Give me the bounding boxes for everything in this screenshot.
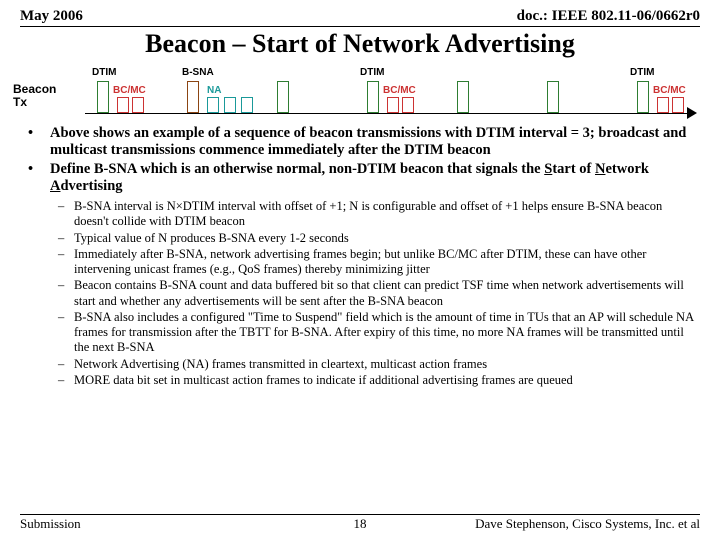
sub-1: –B-SNA interval is N×DTIM interval with … [58,199,700,230]
sub-5: –B-SNA also includes a configured "Time … [58,310,700,356]
na3-box [241,97,253,113]
dtim2-label: DTIM [360,67,384,78]
bcmc2-label: BC/MC [383,85,416,96]
footer-center: 18 [20,516,700,532]
bsna-box [187,81,199,113]
sub-7-text: MORE data bit set in multicast action fr… [74,373,573,388]
bcmc3b-box [672,97,684,113]
bcmc3-label: BC/MC [653,85,686,96]
timeline-axis [85,113,695,114]
nondtim1-box [277,81,289,113]
sub-4: –Beacon contains B-SNA count and data bu… [58,278,700,309]
dtim2-box [367,81,379,113]
bcmc2-box [387,97,399,113]
sub-2-text: Typical value of N produces B-SNA every … [74,231,349,246]
dtim1-label: DTIM [92,67,116,78]
na1-box [207,97,219,113]
sub-5-text: B-SNA also includes a configured "Time t… [74,310,700,356]
dtim3-label: DTIM [630,67,654,78]
main-bullets: • Above shows an example of a sequence o… [28,125,700,195]
dash-icon: – [58,278,74,309]
dash-icon: – [58,310,74,356]
bullet-2-text: Define B-SNA which is an otherwise norma… [50,161,700,195]
dash-icon: – [58,373,74,388]
header-row: May 2006 doc.: IEEE 802.11-06/0662r0 [20,8,700,27]
dtim3-box [637,81,649,113]
sub-2: –Typical value of N produces B-SNA every… [58,231,700,246]
na2-box [224,97,236,113]
nondtim2-box [457,81,469,113]
bullet-1: • Above shows an example of a sequence o… [28,125,700,159]
bullet-1-text: Above shows an example of a sequence of … [50,125,700,159]
sub-3: –Immediately after B-SNA, network advert… [58,247,700,278]
dash-icon: – [58,199,74,230]
bcmc1-label: BC/MC [113,85,146,96]
dtim1-box [97,81,109,113]
timeline-diagram: BeaconTx DTIM BC/MC B-SNA NA DTIM BC/MC … [25,63,695,119]
header-right: doc.: IEEE 802.11-06/0662r0 [517,8,700,25]
na-label: NA [207,85,221,96]
bullet-dot: • [28,161,50,195]
sub-4-text: Beacon contains B-SNA count and data buf… [74,278,700,309]
dash-icon: – [58,231,74,246]
timeline-arrowhead [687,107,697,119]
sub-bullets: –B-SNA interval is N×DTIM interval with … [58,199,700,388]
nondtim3-box [547,81,559,113]
bsna-label: B-SNA [182,67,214,78]
bullet-2: • Define B-SNA which is an otherwise nor… [28,161,700,195]
bullet-dot: • [28,125,50,159]
bcmc1b-box [132,97,144,113]
beacon-tx-label: BeaconTx [13,83,56,109]
sub-6: –Network Advertising (NA) frames transmi… [58,357,700,372]
dash-icon: – [58,357,74,372]
bcmc1-box [117,97,129,113]
page-title: Beacon – Start of Network Advertising [20,29,700,59]
bcmc2b-box [402,97,414,113]
sub-7: –MORE data bit set in multicast action f… [58,373,700,388]
footer-row: Submission 18 Dave Stephenson, Cisco Sys… [20,514,700,532]
sub-3-text: Immediately after B-SNA, network adverti… [74,247,700,278]
sub-6-text: Network Advertising (NA) frames transmit… [74,357,487,372]
bcmc3-box [657,97,669,113]
sub-1-text: B-SNA interval is N×DTIM interval with o… [74,199,700,230]
dash-icon: – [58,247,74,278]
header-left: May 2006 [20,8,83,25]
